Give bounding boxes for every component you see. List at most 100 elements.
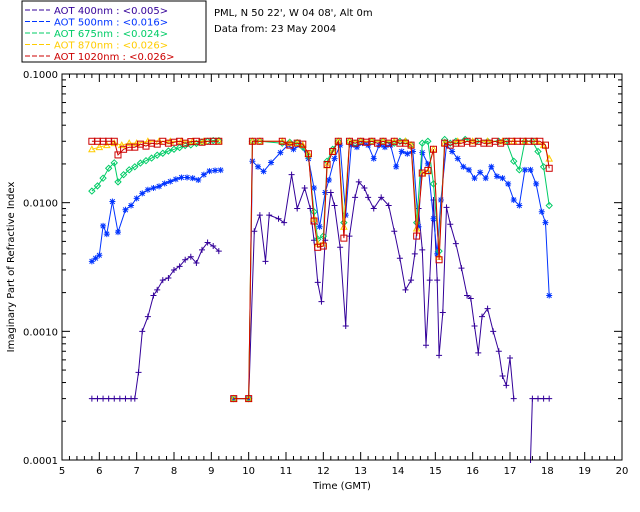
star-marker [546, 292, 553, 299]
plus-marker [423, 342, 429, 349]
triangle-marker [117, 141, 126, 149]
square-marker [340, 234, 348, 242]
x-tick-label: 14 [392, 466, 405, 477]
plus-marker [402, 286, 409, 293]
y-tick-label: 0.0100 [23, 199, 58, 210]
plus-marker [443, 204, 450, 211]
diamond-marker [510, 157, 518, 165]
square-marker [245, 395, 253, 403]
star-marker [150, 185, 157, 192]
plus-marker [510, 395, 517, 402]
plus-marker [479, 313, 485, 320]
square-marker [299, 140, 307, 148]
triangle-marker [102, 141, 111, 149]
diamond-marker [539, 163, 548, 171]
square-marker [248, 137, 256, 145]
plus-marker [210, 243, 217, 250]
square-marker [424, 166, 432, 174]
star-marker [353, 144, 360, 151]
square-marker [413, 232, 421, 240]
plus-marker [355, 178, 362, 185]
x-tick-label: 18 [541, 466, 554, 477]
diamond-marker [147, 154, 156, 162]
square-marker [319, 242, 327, 250]
plus-marker [182, 256, 189, 263]
diamond-marker [440, 135, 449, 144]
star-marker [505, 180, 512, 187]
diamond-marker [104, 164, 113, 172]
plus-marker [314, 279, 321, 286]
diamond-marker [175, 143, 184, 152]
diamond-marker [99, 174, 107, 182]
plus-marker [144, 313, 151, 320]
plus-marker [294, 205, 301, 212]
diamond-marker [153, 151, 161, 159]
star-marker [348, 142, 355, 149]
star-marker [376, 142, 383, 149]
plus-marker [94, 395, 101, 402]
plus-marker [346, 233, 353, 240]
x-tick-label: 7 [133, 466, 139, 477]
star-marker [542, 219, 549, 226]
legend-entry: AOT 400nm : <0.005> [54, 6, 168, 17]
station-info: PML, N 50 22', W 04 08', Alt 0m Data from… [214, 8, 373, 35]
x-tick-label: 5 [59, 466, 65, 477]
plus-marker [337, 244, 344, 251]
plus-marker [150, 292, 157, 299]
series-line [91, 140, 219, 192]
triangle-marker [144, 137, 152, 145]
star-marker [404, 150, 411, 157]
star-marker [471, 175, 478, 182]
star-marker [92, 255, 99, 262]
series-1 [88, 171, 553, 463]
diamond-marker [515, 166, 524, 174]
plus-marker [251, 228, 258, 235]
plus-marker [171, 266, 177, 273]
plus-marker [111, 395, 118, 402]
star-marker [109, 198, 116, 205]
square-marker [230, 395, 238, 403]
plus-marker [301, 185, 308, 192]
star-marker [96, 252, 103, 259]
square-marker [256, 137, 264, 145]
star-marker [88, 258, 95, 265]
star-marker [144, 186, 151, 193]
diamond-marker [181, 141, 189, 150]
plus-marker [546, 395, 553, 402]
star-marker [284, 142, 291, 149]
plus-marker [262, 258, 269, 265]
star-marker [200, 171, 207, 178]
diamond-marker [209, 136, 217, 145]
triangle-marker [110, 139, 119, 147]
star-marker [290, 146, 297, 153]
star-marker [409, 148, 416, 155]
triangle-marker [293, 139, 302, 147]
x-tick-label: 10 [242, 466, 255, 477]
diamond-marker [164, 147, 173, 155]
plus-marker [471, 323, 478, 330]
star-marker [370, 155, 377, 162]
diamond-marker [170, 145, 178, 153]
plus-marker [452, 240, 459, 247]
plus-marker [159, 277, 166, 284]
plus-marker [503, 382, 510, 389]
star-marker [510, 196, 517, 203]
plus-marker [434, 277, 441, 284]
square-marker [114, 151, 122, 159]
star-marker [325, 177, 332, 184]
star-marker [415, 223, 422, 230]
star-marker [454, 155, 461, 162]
triangle-marker [95, 143, 104, 151]
star-marker [460, 163, 467, 170]
square-marker [304, 150, 312, 158]
plus-marker [378, 194, 385, 201]
plus-marker [307, 205, 314, 212]
star-marker [156, 183, 163, 190]
x-tick-label: 17 [504, 466, 517, 477]
plus-marker [122, 395, 129, 402]
star-marker [103, 231, 110, 238]
diamond-marker [142, 156, 150, 165]
series-5 [88, 137, 553, 403]
plus-marker [256, 212, 263, 219]
plus-marker [342, 323, 349, 330]
